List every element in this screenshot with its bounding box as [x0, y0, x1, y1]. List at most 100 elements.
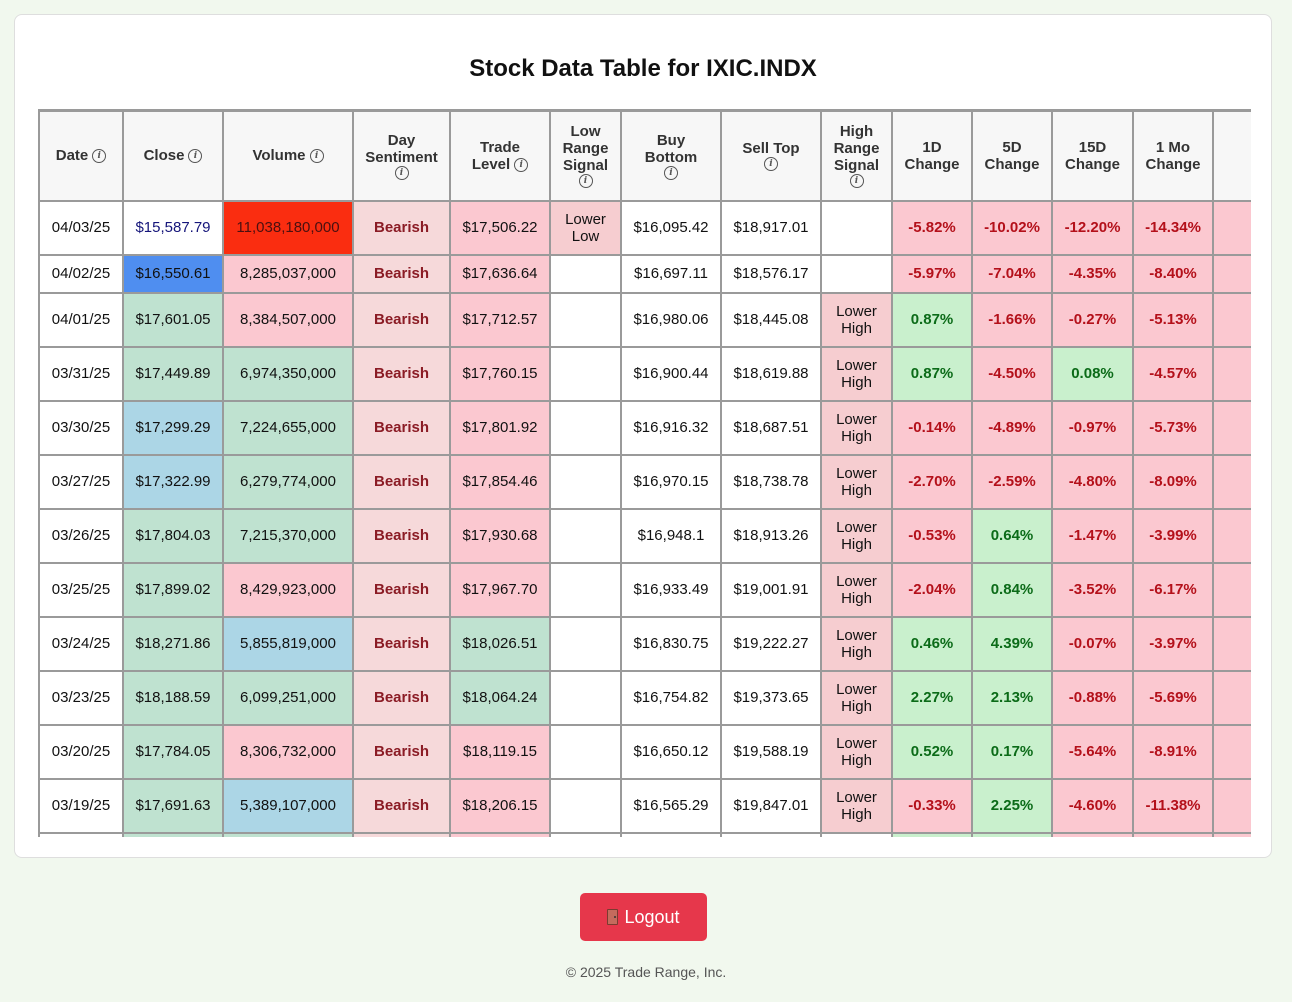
1d-change-cell: 2.27% [891, 669, 973, 726]
5d-change-cell: 0.17% [971, 723, 1053, 780]
15d-change-cell: -0.27% [1051, 291, 1134, 348]
table-row [38, 831, 1251, 837]
logout-label: Logout [624, 906, 680, 927]
table-row: 03/25/25 $17,899.02 8,429,923,000 Bearish $1… [38, 561, 1251, 618]
logout-button[interactable]: Logout [580, 893, 707, 941]
header-sell-top: Sell Top i [720, 109, 822, 202]
volume-cell: 7,224,655,000 [222, 399, 354, 456]
header-day-sentiment: Day Sentiment i [352, 109, 451, 202]
info-icon[interactable]: i [849, 174, 864, 189]
sell-top-cell [720, 831, 822, 837]
sentiment-cell: Bearish [352, 291, 451, 348]
15d-change-cell: -5.64% [1051, 723, 1134, 780]
date-cell [38, 831, 124, 837]
high-range-signal-cell: Lower High [820, 561, 893, 618]
5d-change-cell: -4.89% [971, 399, 1053, 456]
volume-cell: 8,306,732,000 [222, 723, 354, 780]
close-cell: $17,322.99 [122, 453, 224, 510]
buy-bottom-cell [620, 831, 722, 837]
info-icon[interactable]: i [514, 157, 529, 172]
sell-top-cell: $19,847.01 [720, 777, 822, 834]
5d-change-cell: -4.50% [971, 345, 1053, 402]
high-range-signal-cell: Lower High [820, 453, 893, 510]
1d-change-cell: -2.70% [891, 453, 973, 510]
header-close: Close i [122, 109, 224, 202]
copyright-footer: © 2025 Trade Range, Inc. [565, 964, 727, 980]
volume-cell: 6,099,251,000 [222, 669, 354, 726]
1mo-change-cell: -8.09% [1132, 453, 1214, 510]
sentiment-cell: Bearish [352, 561, 451, 618]
low-range-signal-cell [549, 723, 622, 780]
1mo-change-cell: -5.69% [1132, 669, 1214, 726]
info-icon[interactable]: i [664, 165, 678, 180]
table-row: 04/03/25 $15,587.79 11,038,180,000 Bearish $… [38, 199, 1251, 256]
header-label: Close [143, 147, 185, 165]
5d-change-cell: -7.04% [971, 253, 1053, 294]
info-icon[interactable]: i [394, 165, 409, 180]
header-1d-change: 1D Change [891, 109, 973, 202]
buy-bottom-cell: $16,095.42 [620, 199, 722, 256]
high-range-signal-cell: Lower High [820, 507, 893, 564]
header-label: Range [833, 140, 880, 158]
15d-change-cell: -4.60% [1051, 777, 1134, 834]
low-range-signal-cell [549, 561, 622, 618]
sell-top-cell: $19,222.27 [720, 615, 822, 672]
sell-top-cell: $19,373.65 [720, 669, 822, 726]
info-icon[interactable]: i [92, 149, 107, 164]
close-cell: $17,784.05 [122, 723, 224, 780]
header-trade-level: Trade Level i [449, 109, 551, 202]
date-cell: 03/30/25 [38, 399, 124, 456]
info-icon[interactable]: i [578, 174, 593, 189]
header-date: Date i [38, 109, 124, 202]
date-cell: 04/01/25 [38, 291, 124, 348]
trade-level-cell: $17,854.46 [449, 453, 551, 510]
info-icon[interactable]: i [188, 149, 203, 164]
buy-bottom-cell: $16,933.49 [620, 561, 722, 618]
sell-top-cell: $18,687.51 [720, 399, 822, 456]
trade-level-cell: $18,119.15 [449, 723, 551, 780]
volume-cell: 6,279,774,000 [222, 453, 354, 510]
close-cell: $17,449.89 [122, 345, 224, 402]
trade-level-cell: $17,967.70 [449, 561, 551, 618]
info-icon[interactable]: i [764, 157, 778, 172]
volume-cell: 7,215,370,000 [222, 507, 354, 564]
1mo-change-cell: -4.57% [1132, 345, 1214, 402]
1mo-change-cell: -14.34% [1132, 199, 1214, 256]
header-high-range-signal: High Range Signal i [820, 109, 893, 202]
door-icon [607, 909, 619, 925]
volume-cell: 11,038,180,000 [222, 199, 354, 256]
sell-top-cell: $18,576.17 [720, 253, 822, 294]
buy-bottom-cell: $16,565.29 [620, 777, 722, 834]
date-cell: 03/31/25 [38, 345, 124, 402]
page-title: Stock Data Table for IXIC.INDX [469, 55, 817, 82]
sentiment-cell: Bearish [352, 669, 451, 726]
header-buy-bottom: Buy Bottom i [620, 109, 722, 202]
5d-change-cell: 2.13% [971, 669, 1053, 726]
sentiment-cell: Bearish [352, 199, 451, 256]
buy-bottom-cell: $16,970.15 [620, 453, 722, 510]
table-row: 03/27/25 $17,322.99 6,279,774,000 Bearish $1… [38, 453, 1251, 510]
15d-change-cell: -4.80% [1051, 453, 1134, 510]
high-range-signal-cell: Lower High [820, 615, 893, 672]
header-1mo-change: 1 Mo Change [1132, 109, 1214, 202]
high-range-signal-cell: Lower High [820, 777, 893, 834]
close-cell: $18,188.59 [122, 669, 224, 726]
header-label: Bottom [644, 148, 698, 166]
1mo-change-cell: -8.40% [1132, 253, 1214, 294]
header-label: Range [562, 140, 609, 158]
sentiment-cell: Bearish [352, 345, 451, 402]
5d-change-cell: 2.25% [971, 777, 1053, 834]
header-5d-change: 5D Change [971, 109, 1053, 202]
info-icon[interactable]: i [309, 149, 324, 164]
trade-level-cell: $17,506.22 [449, 199, 551, 256]
buy-bottom-cell: $16,650.12 [620, 723, 722, 780]
5d-change-cell: -2.59% [971, 453, 1053, 510]
high-range-signal-cell: Lower High [820, 345, 893, 402]
buy-bottom-cell: $16,948.1 [620, 507, 722, 564]
sell-top-cell: $18,738.78 [720, 453, 822, 510]
table-scroll-container[interactable]: Date i Close i Volume i Day Sentiment i Trade Leve… [38, 109, 1251, 837]
trade-level-cell: $17,801.92 [449, 399, 551, 456]
date-cell: 03/19/25 [38, 777, 124, 834]
buy-bottom-cell: $16,697.11 [620, 253, 722, 294]
low-range-signal-cell [549, 253, 622, 294]
